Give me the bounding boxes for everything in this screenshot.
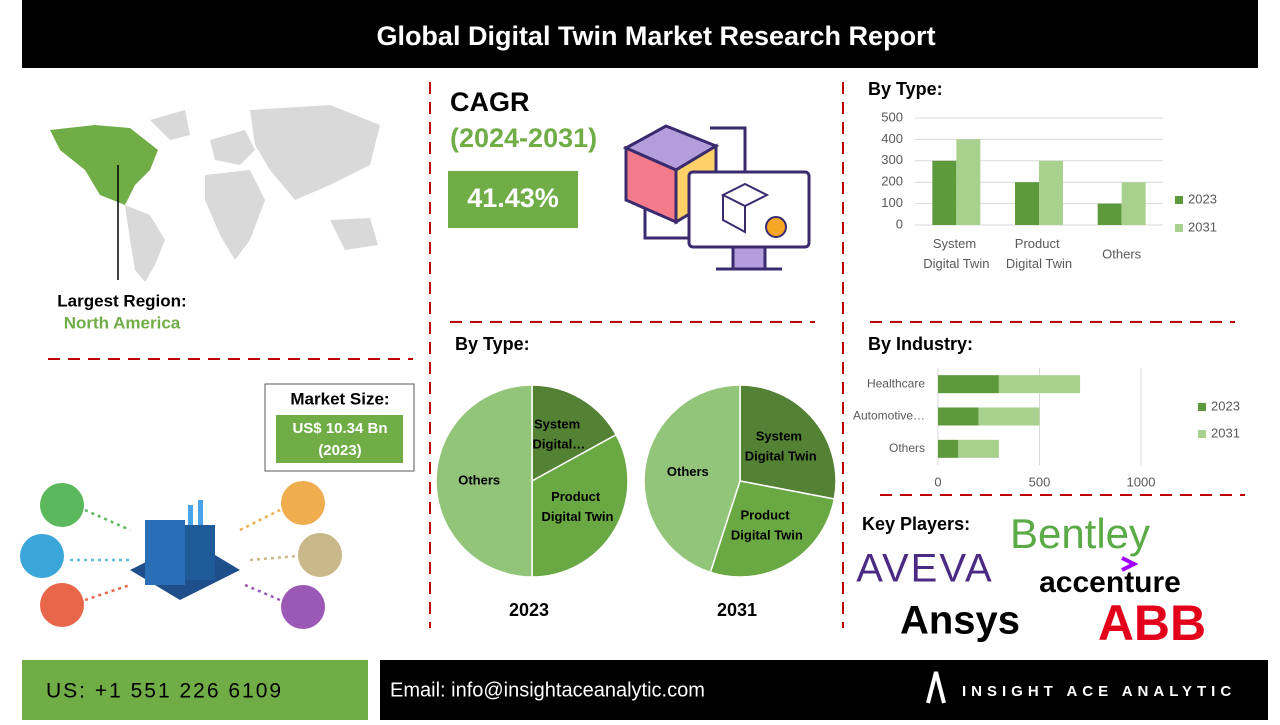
cagr-value: 41.43% — [467, 183, 559, 213]
x-tick-label: Product Digital Twin — [1006, 236, 1072, 271]
pie-slice — [531, 433, 629, 578]
slice-label: Others — [667, 464, 709, 479]
bar — [998, 375, 1081, 394]
y-tick-label: 200 — [881, 174, 903, 189]
y-tick-label: 0 — [896, 216, 903, 231]
logo: AVEVA — [856, 547, 993, 591]
slice-label: Product Digital Twin — [541, 489, 613, 524]
x-tick-label: System Digital Twin — [923, 236, 989, 271]
bar — [932, 160, 957, 225]
chart-title: By Industry: — [868, 334, 973, 354]
slice-label: System Digital… — [533, 417, 586, 452]
legend-swatch — [1198, 430, 1206, 438]
market-size-value: US$ 10.34 Bn — [292, 420, 387, 437]
region-value: North America — [64, 313, 181, 332]
bar — [1097, 203, 1122, 225]
footer-brand: INSIGHT ACE ANALYTIC — [962, 683, 1236, 700]
y-tick-label: Others — [889, 441, 925, 455]
y-tick-label: Healthcare — [867, 376, 925, 390]
bar — [938, 439, 959, 458]
x-tick-label: 500 — [1029, 474, 1051, 489]
chart-caption: 2023 — [509, 600, 549, 620]
chart-title: By Type: — [868, 79, 943, 99]
y-tick-label: 300 — [881, 152, 903, 167]
market-size-fill — [276, 415, 403, 463]
bar — [1039, 160, 1063, 225]
legend-swatch — [1175, 224, 1183, 232]
chart-title: By Type: — [455, 334, 530, 354]
bar — [978, 407, 1040, 426]
footer-email: Email: info@insightaceanalytic.com — [390, 679, 705, 701]
footer-bar — [380, 660, 1268, 720]
brand-icon — [926, 671, 946, 704]
pie-slice — [531, 384, 618, 483]
x-tick-label: 0 — [934, 474, 941, 489]
page-title: Global Digital Twin Market Research Repo… — [376, 21, 935, 51]
world-map — [50, 105, 380, 282]
bar — [938, 407, 979, 426]
cagr-box — [448, 171, 578, 228]
logo-mark — [1121, 556, 1139, 572]
bar — [956, 139, 981, 225]
logo: Ansys — [900, 599, 1020, 643]
y-tick-label: Automotive… — [853, 409, 925, 423]
y-tick-label: 400 — [881, 131, 903, 146]
bar — [1121, 182, 1146, 225]
header-bar — [22, 0, 1258, 68]
legend-swatch — [1198, 403, 1206, 411]
market-size-year: (2023) — [318, 442, 361, 459]
bar — [1015, 182, 1039, 225]
pie-slice — [435, 384, 533, 578]
cagr-label: CAGR — [450, 87, 530, 117]
region-label: Largest Region: — [57, 291, 186, 310]
cagr-period: (2024-2031) — [450, 123, 597, 153]
legend-label: 2023 — [1211, 398, 1240, 413]
legend-label: 2031 — [1188, 219, 1217, 234]
bar — [958, 439, 999, 458]
market-size-label: Market Size: — [290, 389, 389, 408]
x-tick-label: Others — [1102, 246, 1142, 261]
pie-slice — [739, 384, 837, 500]
logo: ABB — [1098, 595, 1206, 651]
legend-swatch — [1175, 196, 1183, 204]
legend-label: 2031 — [1211, 425, 1240, 440]
pie-slice — [709, 480, 836, 578]
y-tick-label: 500 — [881, 109, 903, 124]
slice-label: Others — [458, 472, 500, 487]
legend-label: 2023 — [1188, 191, 1217, 206]
bar — [938, 375, 999, 394]
key-players-label: Key Players: — [862, 514, 970, 534]
footer-phone-bar — [22, 660, 368, 720]
logo: accenture — [1039, 566, 1181, 599]
slice-label: Product Digital Twin — [731, 508, 803, 543]
y-tick-label: 100 — [881, 195, 903, 210]
chart-caption: 2031 — [717, 600, 757, 620]
pie-slice — [643, 384, 741, 574]
digital-twin-icon — [622, 124, 811, 271]
x-tick-label: 1000 — [1127, 474, 1156, 489]
slice-label: System Digital Twin — [745, 429, 817, 464]
industry-icons — [20, 481, 342, 629]
footer-phone: US: +1 551 226 6109 — [46, 680, 283, 703]
logo: Bentley — [1010, 510, 1150, 557]
